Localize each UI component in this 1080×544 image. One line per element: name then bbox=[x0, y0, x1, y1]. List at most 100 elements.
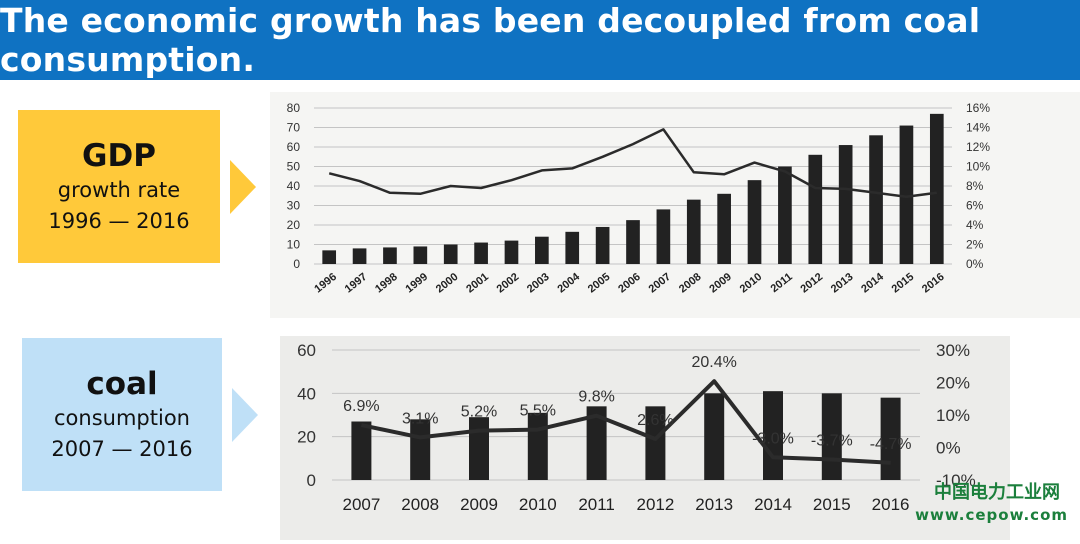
left-axis-tick-label: 50 bbox=[287, 160, 301, 174]
x-axis-tick-label: 2010 bbox=[519, 495, 557, 514]
series-line bbox=[328, 128, 937, 198]
bar bbox=[383, 247, 397, 264]
bar bbox=[717, 193, 731, 264]
bar bbox=[808, 154, 823, 264]
left-axis-tick-label: 20 bbox=[287, 218, 301, 232]
x-axis-tick-label: 1997 bbox=[343, 271, 370, 296]
bar bbox=[595, 226, 610, 264]
right-axis-tick-label: 0% bbox=[936, 438, 961, 457]
bar bbox=[469, 417, 489, 480]
bar bbox=[645, 406, 666, 480]
x-axis-tick-label: 2012 bbox=[798, 271, 825, 296]
bar bbox=[704, 393, 725, 480]
gdp-label-title: GDP bbox=[82, 137, 156, 174]
right-axis-tick-label: 14% bbox=[966, 121, 990, 135]
bar bbox=[880, 397, 901, 480]
x-axis-tick-label: 2007 bbox=[647, 271, 674, 296]
x-axis-tick-label: 2014 bbox=[754, 495, 792, 514]
gdp-chart: 8070605040302010016%14%12%10%8%6%4%2%0%1… bbox=[270, 92, 1080, 318]
gdp-label-subtitle: growth rate bbox=[57, 177, 181, 202]
data-label: 3.1% bbox=[402, 410, 438, 427]
bar bbox=[351, 421, 372, 480]
series-line bbox=[360, 379, 891, 465]
left-axis-tick-label: 60 bbox=[297, 341, 316, 360]
bar bbox=[626, 220, 640, 264]
bar bbox=[527, 412, 548, 480]
bar bbox=[352, 248, 367, 264]
coal-consumption-chart: 60 40 20 0 30% 20% 10% 0% -10% 6.9% 3.1% 5.2% 5.5% 9.… bbox=[280, 336, 1010, 540]
x-axis-tick-label: 2011 bbox=[769, 271, 795, 295]
x-axis-tick-label: 2006 bbox=[616, 271, 643, 296]
coal-label-box: coal consumption 2007 — 2016 bbox=[22, 338, 222, 491]
bar bbox=[778, 166, 792, 264]
x-axis-tick-label: 2013 bbox=[695, 495, 733, 514]
x-axis-tick-label: 2009 bbox=[707, 271, 734, 296]
left-axis-tick-label: 40 bbox=[287, 179, 301, 193]
left-axis-tick-label: 10 bbox=[287, 238, 301, 252]
bar bbox=[535, 236, 549, 264]
coal-label-subtitle: consumption bbox=[54, 405, 190, 430]
bar bbox=[838, 145, 853, 264]
x-axis-tick-label: 2003 bbox=[525, 271, 552, 296]
coal-callout: coal consumption 2007 — 2016 bbox=[22, 338, 258, 491]
x-axis-tick-label: 2001 bbox=[464, 271, 491, 296]
x-axis-tick-label: 2008 bbox=[401, 495, 439, 514]
bar bbox=[565, 231, 580, 264]
right-axis-tick-label: 12% bbox=[966, 140, 990, 154]
bar bbox=[929, 113, 944, 264]
gdp-label-box: GDP growth rate 1996 — 2016 bbox=[18, 110, 220, 263]
x-axis-tick-label: 2016 bbox=[872, 495, 910, 514]
data-label: 20.4% bbox=[692, 354, 737, 371]
data-label: -3.0% bbox=[752, 430, 794, 447]
right-axis-tick-label: 20% bbox=[936, 373, 970, 392]
right-axis-tick-label: 10% bbox=[966, 160, 990, 174]
left-axis-tick-label: 80 bbox=[287, 101, 301, 115]
x-axis-tick-label: 2009 bbox=[460, 495, 498, 514]
x-axis-tick-label: 1996 bbox=[312, 271, 339, 296]
bar bbox=[443, 244, 458, 264]
right-axis-tick-label: 10% bbox=[936, 406, 970, 425]
data-label: 9.8% bbox=[578, 389, 614, 406]
data-label: 6.9% bbox=[343, 398, 379, 415]
watermark-text: 中国电力工业网 bbox=[934, 482, 1060, 503]
data-label: 2.6% bbox=[637, 412, 673, 429]
right-axis-tick-label: 30% bbox=[936, 341, 970, 360]
data-label: 5.2% bbox=[461, 404, 497, 421]
x-axis-tick-label: 2010 bbox=[738, 271, 765, 296]
left-axis-tick-label: 0 bbox=[307, 471, 316, 490]
bar bbox=[899, 125, 914, 264]
right-axis-tick-label: 4% bbox=[966, 218, 984, 232]
page-title: The economic growth has been decoupled f… bbox=[0, 1, 981, 79]
title-banner: The economic growth has been decoupled f… bbox=[0, 0, 1080, 80]
right-axis-tick-label: 6% bbox=[966, 199, 984, 213]
x-axis-tick-label: 2008 bbox=[677, 271, 704, 296]
x-axis-tick-label: 2005 bbox=[586, 271, 613, 296]
x-axis-tick-label: 2011 bbox=[578, 495, 615, 514]
right-arrow-icon bbox=[230, 159, 256, 214]
coal-label-title: coal bbox=[86, 365, 158, 402]
bar bbox=[686, 199, 701, 264]
x-axis-tick-label: 2000 bbox=[434, 271, 461, 296]
watermark-url: www.cepow.com bbox=[915, 506, 1068, 524]
bar bbox=[322, 250, 337, 264]
left-axis-tick-label: 20 bbox=[297, 428, 316, 447]
data-label: 5.5% bbox=[520, 403, 556, 420]
x-axis-tick-label: 2015 bbox=[813, 495, 851, 514]
right-axis-tick-label: 8% bbox=[966, 179, 984, 193]
x-axis-tick-label: 2014 bbox=[859, 270, 886, 295]
x-axis-tick-label: 2004 bbox=[555, 270, 582, 295]
data-label: -4.7% bbox=[870, 436, 912, 453]
bar bbox=[747, 180, 762, 264]
right-axis-tick-label: -10% bbox=[936, 471, 976, 490]
x-axis-tick-label: 2016 bbox=[920, 271, 947, 296]
x-axis-tick-label: 1998 bbox=[373, 271, 400, 296]
bar bbox=[410, 419, 431, 480]
right-axis-tick-label: 2% bbox=[966, 238, 984, 252]
left-axis-tick-label: 70 bbox=[287, 121, 301, 135]
left-axis-tick-label: 60 bbox=[287, 140, 301, 154]
x-axis-tick-label: 2015 bbox=[890, 271, 917, 296]
bar bbox=[504, 240, 519, 264]
right-arrow-icon bbox=[232, 387, 258, 442]
x-axis-tick-label: 2012 bbox=[636, 495, 674, 514]
bar bbox=[474, 242, 488, 264]
